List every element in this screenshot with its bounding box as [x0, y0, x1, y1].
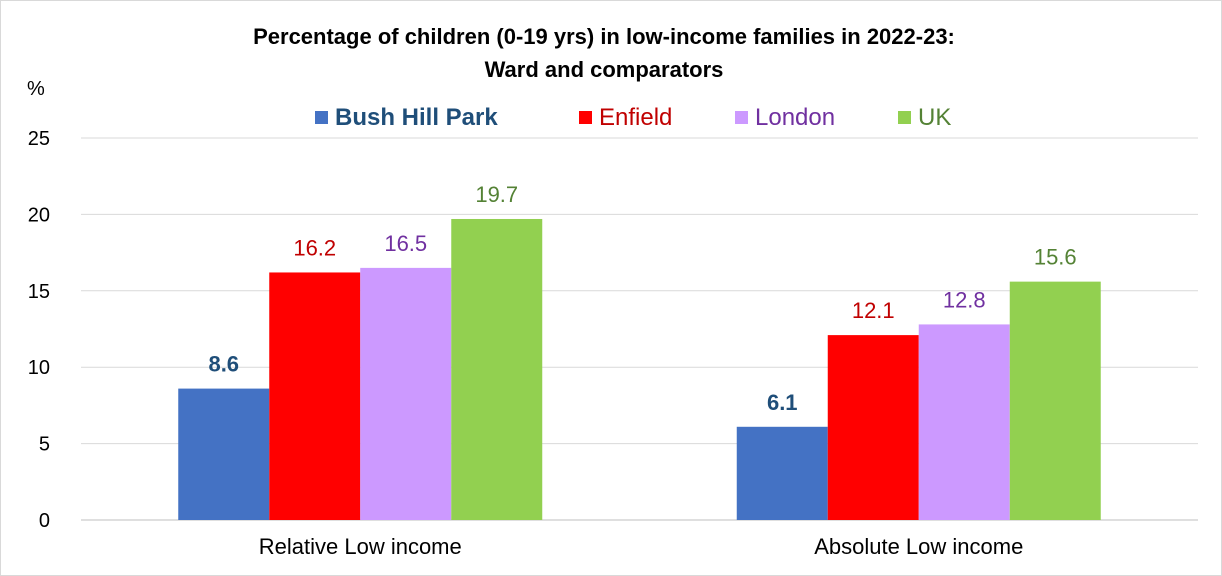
- data-label-uk-1: 15.6: [1034, 245, 1077, 270]
- y-tick-label-0: 0: [39, 510, 50, 532]
- bar-london-0: [360, 267, 452, 520]
- legend-label-enfield: Enfield: [599, 104, 672, 131]
- legend: Bush Hill Park Enfield London UK: [263, 99, 963, 135]
- legend-swatch-enfield: [579, 111, 592, 124]
- data-label-london-1: 12.8: [943, 287, 986, 312]
- data-labels: 8.6 16.2 16.5 19.7 6.1 12.1 12.8 15.6: [208, 182, 1076, 415]
- bar-uk-1: [1009, 281, 1101, 520]
- y-tick-label-15: 15: [28, 281, 50, 303]
- y-tick-label-25: 25: [28, 128, 50, 150]
- bar-london-1: [918, 324, 1010, 520]
- bars: [178, 218, 1101, 520]
- legend-swatch-bush-hill-park: [315, 111, 328, 124]
- bar-bush-hill-park-1: [736, 426, 828, 520]
- data-label-bush-hill-park-1: 6.1: [767, 390, 798, 415]
- category-labels: Relative Low income Absolute Low income: [259, 534, 1024, 559]
- y-axis-ticks: 0 5 10 15 20 25: [28, 128, 50, 532]
- legend-label-bush-hill-park: Bush Hill Park: [335, 104, 498, 131]
- data-label-bush-hill-park-0: 8.6: [208, 352, 239, 377]
- category-label-1: Absolute Low income: [814, 534, 1023, 559]
- y-tick-label-5: 5: [39, 434, 50, 456]
- data-label-enfield-0: 16.2: [293, 235, 336, 260]
- data-label-enfield-1: 12.1: [852, 298, 895, 323]
- bar-bush-hill-park-0: [178, 388, 270, 520]
- legend-swatch-uk: [898, 111, 911, 124]
- legend-label-uk: UK: [918, 104, 951, 131]
- legend-background: [263, 99, 963, 135]
- y-tick-label-10: 10: [28, 357, 50, 379]
- chart-subtitle: Ward and comparators: [485, 57, 724, 82]
- y-axis-unit-label: %: [27, 78, 45, 100]
- legend-swatch-london: [735, 111, 748, 124]
- category-label-0: Relative Low income: [259, 534, 462, 559]
- y-tick-label-20: 20: [28, 204, 50, 226]
- data-label-london-0: 16.5: [384, 231, 427, 256]
- legend-label-london: London: [755, 104, 835, 131]
- bar-enfield-1: [827, 335, 919, 520]
- data-label-uk-0: 19.7: [475, 182, 518, 207]
- chart-title: Percentage of children (0-19 yrs) in low…: [253, 24, 955, 49]
- bar-uk-0: [451, 218, 543, 520]
- bar-enfield-0: [269, 272, 361, 520]
